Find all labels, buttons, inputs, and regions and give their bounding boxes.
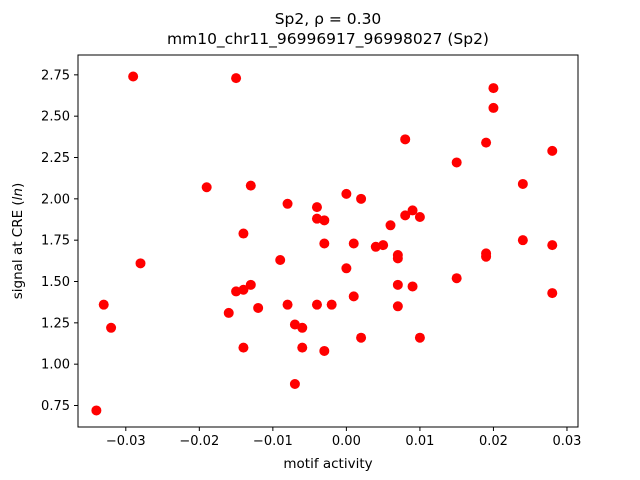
scatter-point [400, 210, 411, 221]
scatter-point [238, 228, 249, 239]
scatter-point [341, 188, 352, 199]
y-axis-label: signal at CRE (ln) [10, 183, 26, 300]
scatter-point [481, 137, 492, 148]
scatter-point [451, 273, 462, 284]
scatter-point [451, 157, 462, 168]
scatter-point [407, 281, 418, 292]
scatter-point [517, 235, 528, 246]
scatter-point [238, 342, 249, 353]
scatter-point [245, 180, 256, 191]
scatter-point [253, 302, 264, 313]
scatter-point [135, 258, 146, 269]
scatter-point [311, 299, 322, 310]
scatter-point [297, 322, 308, 333]
scatter-point [98, 299, 109, 310]
scatter-point [488, 83, 499, 94]
scatter-point [547, 145, 558, 156]
y-tick-label: 0.75 [41, 399, 70, 414]
scatter-point [392, 301, 403, 312]
y-tick-label: 2.25 [41, 151, 70, 166]
scatter-point [488, 102, 499, 113]
scatter-point [282, 198, 293, 209]
scatter-point [414, 212, 425, 223]
scatter-point [128, 71, 139, 82]
y-tick-label: 2.75 [41, 68, 70, 83]
x-tick-label: −0.03 [106, 434, 146, 449]
scatter-point [311, 202, 322, 213]
scatter-point [245, 279, 256, 290]
scatter-point [106, 322, 117, 333]
scatter-point [289, 379, 300, 390]
scatter-point [326, 299, 337, 310]
x-axis-label: motif activity [283, 456, 372, 472]
scatter-point [392, 279, 403, 290]
scatter-point [223, 307, 234, 318]
scatter-point [348, 291, 359, 302]
scatter-point [481, 251, 492, 262]
axis-ticks: −0.03 −0.02 −0.01 0.00 0.01 0.02 0.03 0.75 1.00 1… [41, 68, 581, 449]
y-tick-label: 1.25 [41, 316, 70, 331]
scatter-point [348, 238, 359, 249]
scatter-point [319, 345, 330, 356]
x-tick-label: 0.00 [332, 434, 361, 449]
y-tick-label: 1.75 [41, 234, 70, 249]
scatter-point [414, 332, 425, 343]
scatter-point [275, 255, 286, 266]
x-tick-label: 0.03 [552, 434, 581, 449]
scatter-point [91, 405, 102, 416]
scatter-point [231, 73, 242, 84]
scatter-point [319, 215, 330, 226]
y-tick-label: 1.50 [41, 275, 70, 290]
scatter-point [201, 182, 212, 193]
scatter-point [400, 134, 411, 145]
scatter-point [378, 240, 389, 251]
scatter-point [356, 332, 367, 343]
chart-subtitle: mm10_chr11_96996917_96998027 (Sp2) [167, 30, 489, 49]
x-tick-label: −0.01 [253, 434, 293, 449]
y-tick-label: 1.00 [41, 358, 70, 373]
scatter-point [392, 253, 403, 264]
scatter-point [356, 193, 367, 204]
scatter-point [341, 263, 352, 274]
chart-title: Sp2, ρ = 0.30 [275, 10, 382, 28]
scatter-point [319, 238, 330, 249]
scatter-point [282, 299, 293, 310]
x-tick-label: 0.01 [405, 434, 434, 449]
x-tick-label: −0.02 [179, 434, 219, 449]
scatter-point [297, 342, 308, 353]
scatter-point [547, 240, 558, 251]
scatter-point [385, 220, 396, 231]
y-tick-label: 2.00 [41, 192, 70, 207]
scatter-point [517, 178, 528, 189]
x-tick-label: 0.02 [479, 434, 508, 449]
scatter-point [547, 288, 558, 299]
y-tick-label: 2.50 [41, 110, 70, 125]
scatter-point [407, 205, 418, 216]
scatter-points [91, 71, 558, 416]
axes-frame [77, 54, 579, 428]
scatter-point [238, 284, 249, 295]
